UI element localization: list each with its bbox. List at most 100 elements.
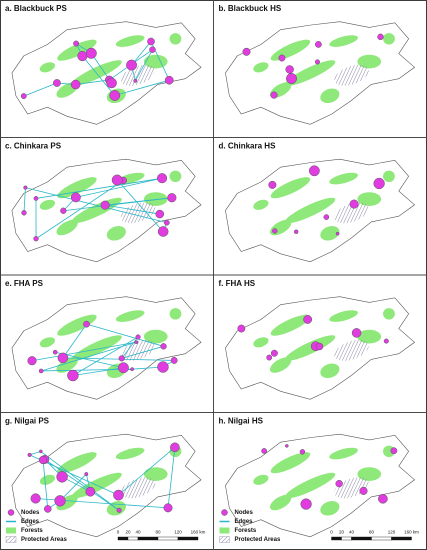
node	[270, 91, 278, 99]
node	[100, 200, 110, 210]
edge	[82, 55, 116, 96]
legend-protected	[5, 536, 17, 543]
legend-forest	[219, 527, 230, 534]
node	[38, 368, 44, 374]
scale-label: 40	[349, 530, 355, 535]
edge	[25, 187, 167, 224]
node	[157, 173, 168, 184]
node	[23, 185, 28, 190]
legend-label: Forests	[21, 528, 43, 534]
scale-label: 0	[117, 530, 120, 535]
panel-label: a. Blackbuck PS	[5, 4, 67, 13]
node	[167, 193, 177, 203]
node	[266, 354, 273, 361]
forest-patch	[329, 172, 358, 185]
forest-patch	[285, 60, 336, 86]
node	[163, 503, 173, 513]
forest-patch	[57, 177, 97, 199]
scale-segment	[137, 536, 159, 541]
node	[164, 75, 174, 85]
forest-patch	[253, 199, 269, 210]
panel-label: g. Nilgai PS	[5, 417, 50, 426]
scale-segment	[127, 536, 139, 541]
panel-label: d. Chinkara HS	[219, 142, 277, 151]
scale-label: 160 km	[404, 530, 419, 535]
panel-label: h. Nilgai HS	[219, 417, 264, 426]
forest-patch	[269, 357, 292, 373]
edge	[121, 345, 164, 359]
node	[285, 65, 294, 74]
forest-patch	[329, 310, 358, 322]
forest-patch	[357, 329, 382, 344]
node	[126, 59, 137, 71]
node	[170, 442, 180, 453]
node	[351, 328, 362, 338]
scale-segment	[177, 536, 199, 541]
scale-label: 40	[135, 530, 141, 535]
node	[383, 338, 389, 344]
forest-patch	[357, 467, 382, 481]
node	[56, 471, 68, 483]
node	[315, 41, 322, 48]
forest-patch	[253, 337, 269, 348]
forest-patch	[270, 177, 311, 199]
forest-patch	[269, 494, 292, 511]
scale-label: 160 km	[191, 530, 206, 535]
node	[135, 334, 141, 340]
node	[57, 352, 69, 364]
forest-patch	[320, 363, 340, 379]
node	[33, 236, 39, 242]
forest-patch	[253, 62, 269, 73]
node	[278, 54, 286, 62]
scale-label: 20	[339, 530, 345, 535]
forest-patch	[383, 308, 395, 320]
node	[335, 231, 340, 236]
panel-label: c. Chinkara PS	[5, 142, 62, 151]
edge	[41, 368, 133, 372]
node	[359, 486, 368, 495]
node	[21, 210, 27, 216]
edge	[75, 79, 110, 85]
node	[163, 219, 170, 226]
panel-label: f. FHA HS	[219, 279, 256, 288]
scale-segment	[331, 536, 342, 541]
node	[270, 349, 278, 357]
node	[157, 226, 169, 237]
node	[308, 165, 320, 177]
forest-patch	[56, 494, 78, 511]
forest-patch	[39, 337, 55, 348]
scale-segment	[391, 536, 412, 541]
node	[39, 449, 43, 454]
legend-label: Protected Areas	[21, 537, 67, 543]
forest-patch	[383, 170, 395, 182]
node	[134, 340, 139, 345]
node	[373, 177, 385, 190]
node	[118, 355, 125, 362]
forest-patch	[39, 474, 55, 485]
node	[286, 73, 297, 84]
node	[293, 229, 299, 234]
forest-patch	[39, 199, 55, 210]
forest-patch	[320, 88, 340, 104]
node	[67, 369, 79, 382]
forest-patch	[357, 192, 382, 206]
scale-segment	[341, 536, 352, 541]
node	[155, 209, 165, 219]
forest-patch	[115, 35, 145, 47]
node	[38, 455, 48, 465]
edge	[42, 459, 49, 509]
node	[111, 174, 123, 186]
map-panel: a. Blackbuck PS	[0, 0, 214, 138]
node	[149, 46, 156, 53]
edge	[114, 79, 170, 96]
scale-segment	[117, 536, 129, 541]
forest-patch	[253, 474, 269, 485]
legend-label: Protected Areas	[235, 537, 281, 543]
forest-patch	[329, 447, 358, 460]
forest-patch	[57, 314, 97, 336]
scale-segment	[351, 536, 372, 541]
node	[116, 507, 122, 513]
map-panel: b. Blackbuck HS	[213, 0, 427, 138]
protected-area	[334, 64, 369, 86]
